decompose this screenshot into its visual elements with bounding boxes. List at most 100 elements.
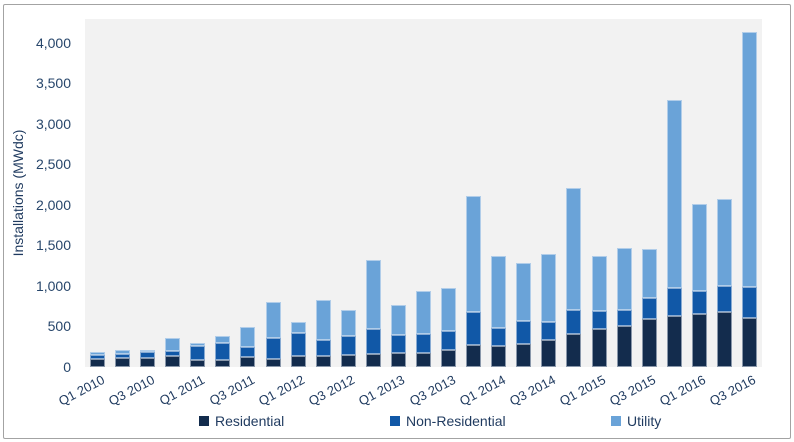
- bar-segment-non-residential: [90, 355, 106, 359]
- bar-segment-non-residential: [165, 351, 181, 357]
- bar-segment-utility: [115, 350, 131, 355]
- bar-segment-utility: [591, 255, 607, 312]
- stacked-bar-q2-2013: [416, 290, 431, 367]
- bar-segment-utility: [315, 299, 331, 341]
- bar-segment-residential: [691, 313, 707, 367]
- bar-segment-residential: [741, 318, 757, 367]
- legend-label-residential: Residential: [215, 413, 285, 429]
- bar-segment-utility: [215, 336, 231, 344]
- stacked-bar-q1-2011: [190, 342, 206, 367]
- bar-segment-utility: [290, 322, 306, 333]
- stacked-bar-q1-2015: [591, 255, 607, 367]
- y-tick-label: 1,500: [35, 237, 71, 254]
- stacked-bar-q1-2013: [390, 305, 406, 367]
- bar-segment-utility: [466, 195, 482, 313]
- legend-label-utility: Utility: [627, 413, 662, 429]
- bar-segment-non-residential: [315, 340, 331, 356]
- bar-segment-non-residential: [741, 286, 757, 319]
- bar-segment-non-residential: [190, 346, 206, 360]
- stacked-bar-q2-2011: [215, 336, 231, 367]
- y-tick-label: 0: [63, 359, 71, 375]
- bar-segment-utility: [741, 32, 757, 287]
- stacked-bar-q3-2012: [340, 309, 356, 367]
- stacked-bar-q3-2011: [240, 327, 256, 367]
- bar-segment-residential: [190, 359, 206, 367]
- plot-area: [85, 19, 762, 367]
- bar-segment-residential: [616, 326, 632, 367]
- y-tick-label: 2,500: [35, 156, 71, 173]
- bar-segment-residential: [566, 334, 582, 367]
- bar-segment-utility: [666, 99, 682, 289]
- bar-segment-utility: [566, 188, 582, 311]
- bar-segment-non-residential: [365, 329, 381, 355]
- stacked-bar-q4-2013: [466, 195, 482, 367]
- stacked-bar-q4-2015: [666, 99, 682, 367]
- bar-segment-utility: [716, 198, 732, 286]
- y-tick-label: 4,000: [35, 34, 71, 51]
- bar-segment-utility: [516, 262, 532, 321]
- bar-segment-residential: [416, 352, 431, 367]
- stacked-bar-q3-2013: [441, 288, 457, 367]
- bar-segment-residential: [165, 356, 181, 367]
- bar-segment-residential: [115, 358, 131, 367]
- stacked-bar-q3-2015: [641, 249, 657, 367]
- y-tick-label: 3,000: [35, 115, 71, 132]
- bar-segment-residential: [491, 346, 507, 367]
- bar-segment-non-residential: [591, 311, 607, 330]
- legend-item-residential: Residential: [199, 413, 284, 429]
- bar-segment-residential: [591, 329, 607, 367]
- bar-segment-non-residential: [115, 354, 131, 359]
- bar-segment-non-residential: [265, 338, 281, 359]
- bar-segment-utility: [691, 204, 707, 292]
- bar-segment-residential: [365, 354, 381, 367]
- bar-segment-non-residential: [240, 347, 256, 358]
- bar-segment-non-residential: [416, 333, 431, 353]
- bar-segment-non-residential: [716, 285, 732, 313]
- stacked-bar-q2-2016: [716, 198, 732, 367]
- bar-segment-residential: [340, 354, 356, 367]
- bar-segment-utility: [340, 309, 356, 337]
- bar-segment-utility: [165, 337, 181, 352]
- bar-segment-residential: [641, 319, 657, 367]
- stacked-bar-q2-2012: [315, 299, 331, 367]
- bar-segment-residential: [441, 350, 457, 367]
- bar-segment-residential: [666, 315, 682, 367]
- bar-segment-non-residential: [441, 331, 457, 350]
- stacked-bar-q1-2010: [90, 352, 106, 367]
- bar-segment-utility: [441, 288, 457, 332]
- bar-segment-non-residential: [390, 335, 406, 354]
- stacked-bar-q2-2010: [115, 350, 131, 367]
- bar-segment-non-residential: [290, 332, 306, 357]
- bar-segment-residential: [541, 340, 557, 367]
- bar-segment-residential: [265, 358, 281, 367]
- stacked-bar-q4-2014: [566, 188, 582, 367]
- bar-segment-utility: [240, 327, 256, 348]
- bar-segment-residential: [390, 353, 406, 367]
- bar-segment-non-residential: [666, 288, 682, 316]
- stacked-bar-q3-2016: [741, 32, 757, 367]
- bar-segment-residential: [140, 357, 156, 367]
- y-tick-label: 500: [47, 318, 71, 335]
- bar-segment-residential: [516, 343, 532, 367]
- bar-segment-utility: [416, 290, 431, 334]
- bar-segment-utility: [641, 249, 657, 298]
- bar-segment-utility: [190, 342, 206, 347]
- bar-segment-utility: [491, 256, 507, 328]
- bar-segment-non-residential: [566, 310, 582, 335]
- bar-segment-utility: [265, 302, 281, 339]
- bar-segment-residential: [466, 345, 482, 367]
- legend-item-utility: Utility: [611, 413, 661, 429]
- stacked-bar-q1-2016: [691, 204, 707, 367]
- stacked-bar-q4-2011: [265, 302, 281, 367]
- stacked-bar-q2-2015: [616, 248, 632, 367]
- bar-segment-utility: [616, 248, 632, 310]
- bar-segment-residential: [215, 359, 231, 367]
- legend-item-non-residential: Non-Residential: [390, 413, 506, 429]
- bar-segment-non-residential: [466, 312, 482, 346]
- bar-segment-non-residential: [641, 297, 657, 320]
- bar-segment-utility: [365, 259, 381, 330]
- stacked-bar-q3-2010: [140, 349, 156, 367]
- bar-segment-non-residential: [215, 343, 231, 360]
- bar-segment-non-residential: [491, 327, 507, 347]
- bar-segment-residential: [240, 357, 256, 367]
